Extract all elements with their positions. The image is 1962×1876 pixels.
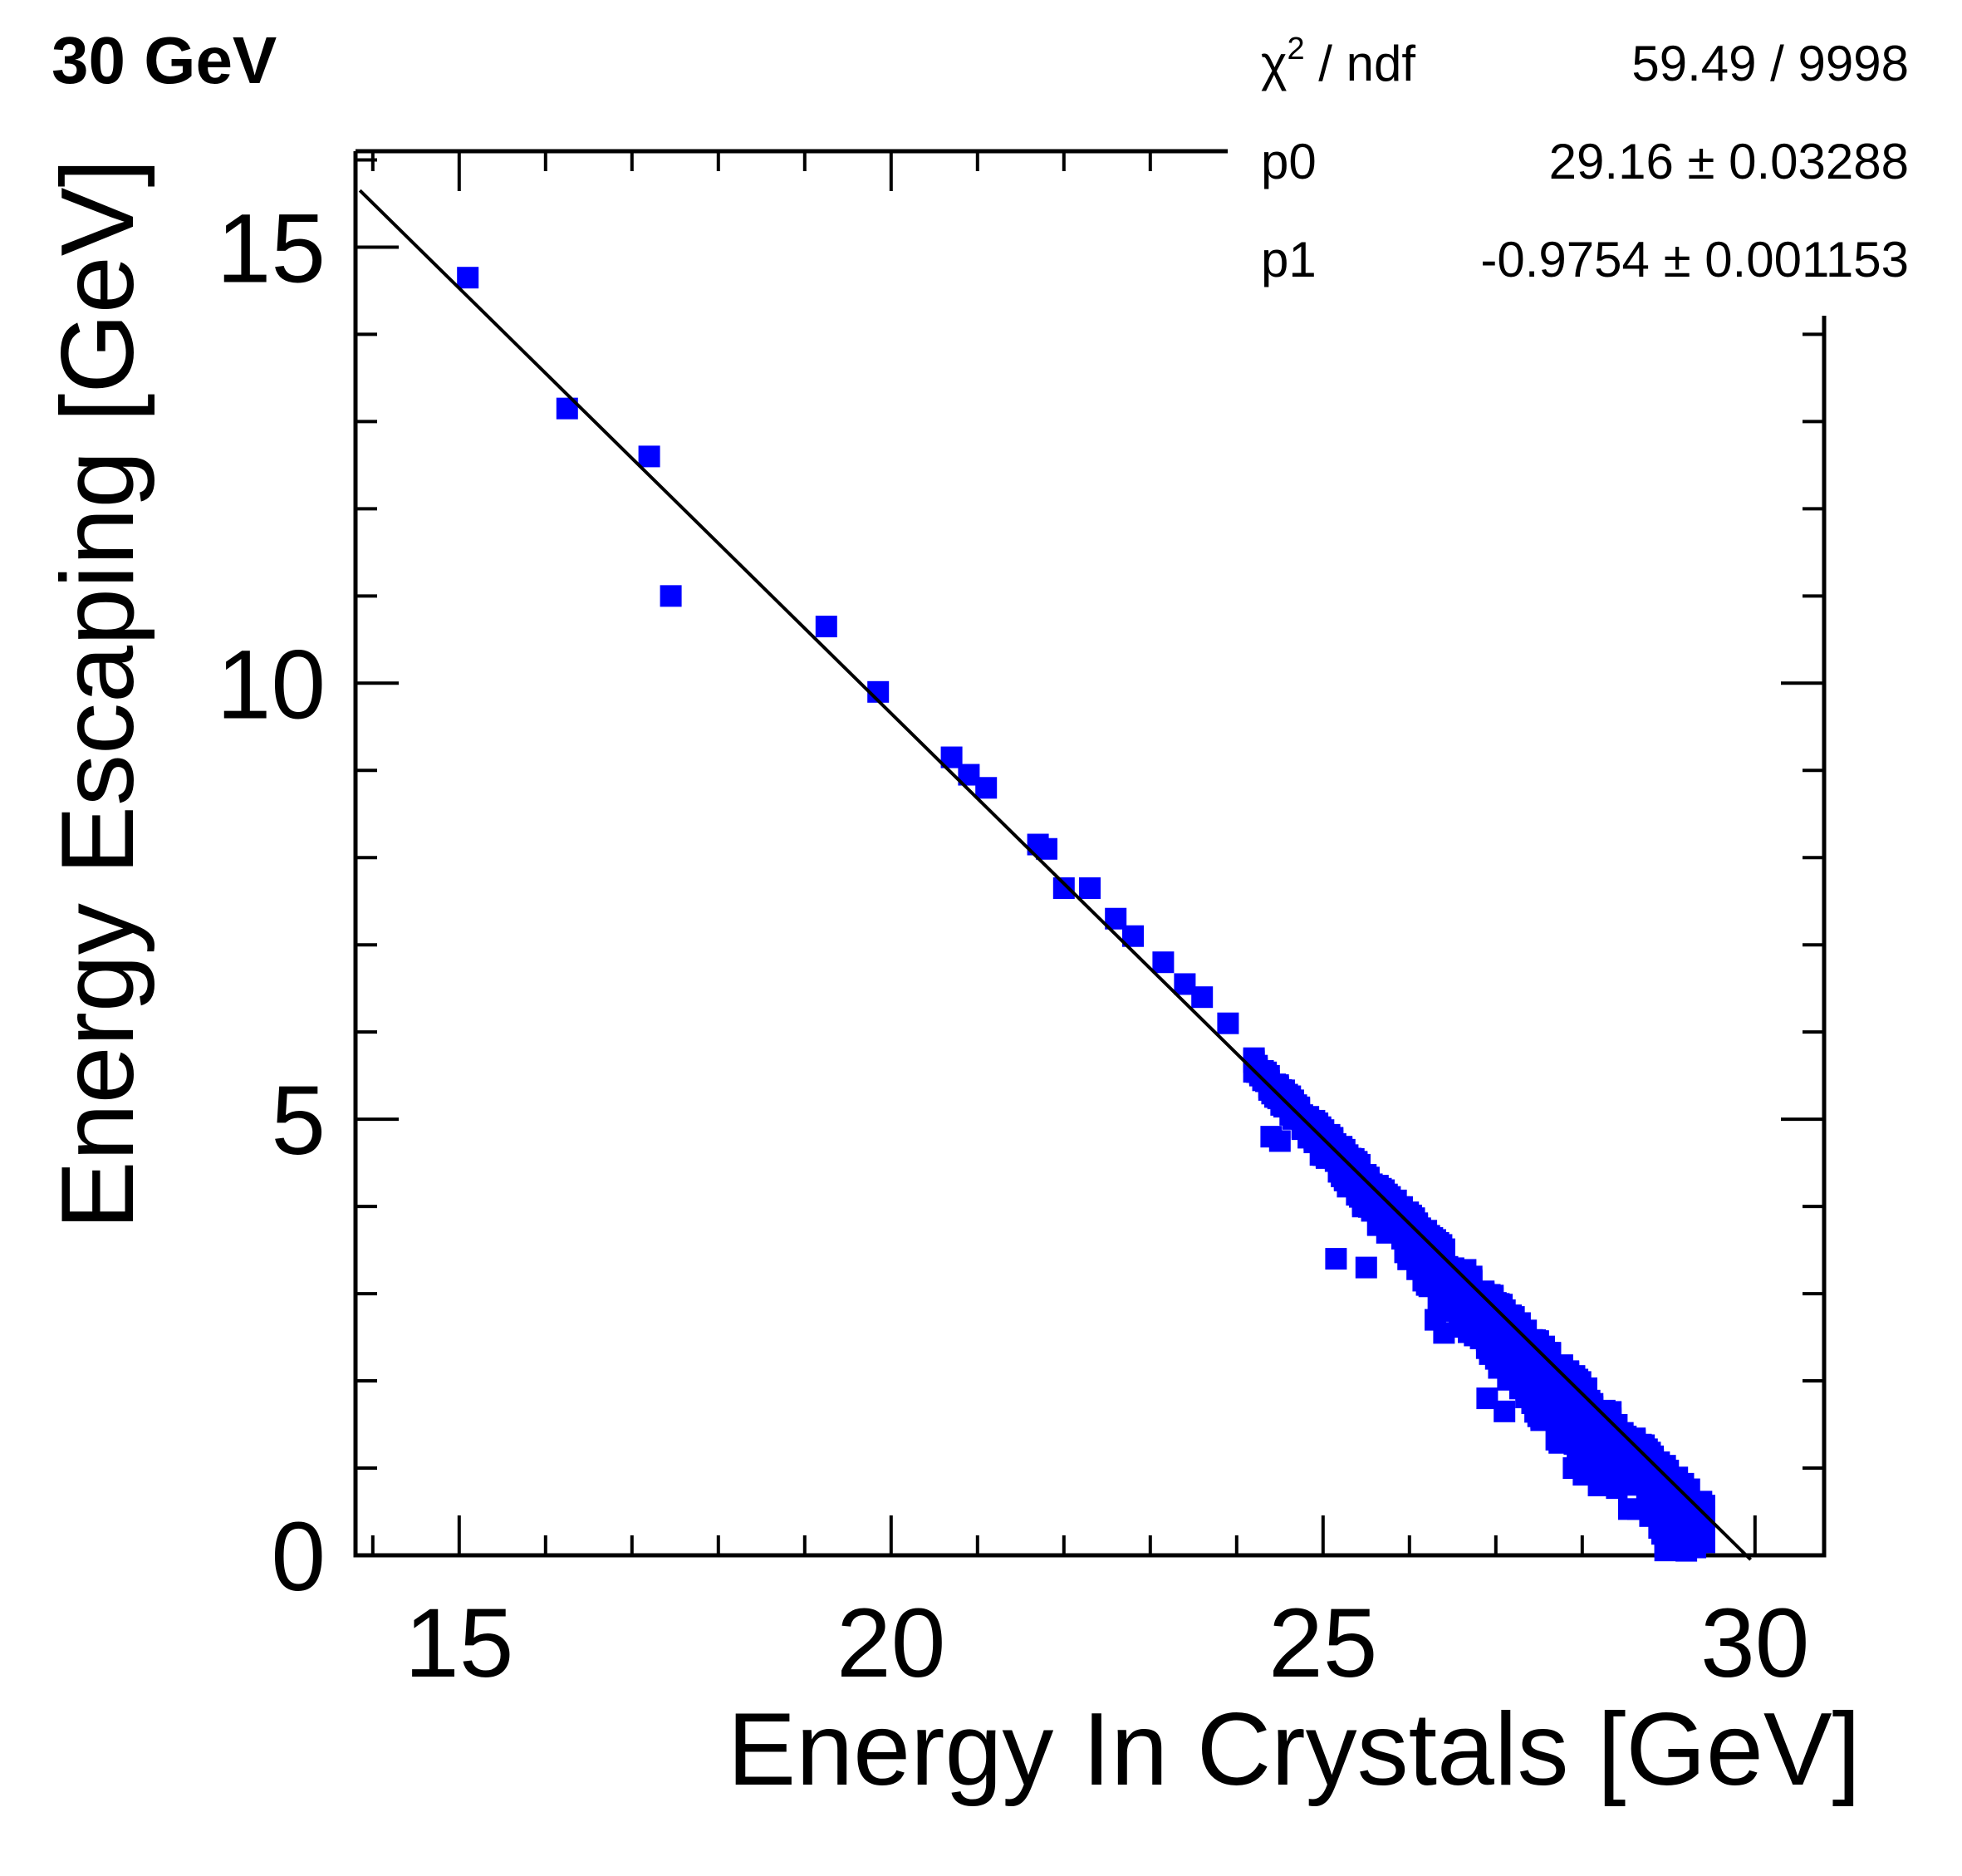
y-tick-label: 15 (217, 194, 326, 303)
data-point (1693, 1514, 1715, 1536)
data-point (1152, 951, 1175, 974)
y-tick-labels: 0 5 10 15 (217, 194, 326, 1612)
x-tick-labels: 15 20 25 30 (405, 1589, 1809, 1698)
fit-line (358, 189, 1753, 1561)
stat-chi2-value: 59.49 / 9998 (1631, 36, 1909, 91)
stat-p0-label: p0 (1261, 134, 1317, 189)
stat-p1-value: -0.9754 ± 0.001153 (1480, 232, 1909, 287)
data-point (1494, 1400, 1516, 1422)
y-axis-title: Energy Escaping [GeV] (41, 159, 155, 1230)
axis-ticks (356, 151, 1824, 1557)
y-tick-label: 0 (271, 1502, 326, 1612)
plot-title: 30 GeV (52, 23, 277, 97)
y-tick-label: 5 (271, 1066, 326, 1176)
stat-chi2-label: χ2 / ndf (1261, 32, 1415, 91)
x-tick-label: 15 (405, 1589, 513, 1698)
x-tick-label: 30 (1700, 1589, 1809, 1698)
frame-axes (353, 149, 1827, 1558)
y-tick-label: 10 (217, 630, 326, 739)
data-point (660, 585, 682, 607)
data-points (457, 267, 1715, 1562)
data-point (457, 267, 479, 289)
data-point (1191, 986, 1214, 1009)
data-point (1036, 837, 1057, 860)
data-point (638, 445, 660, 468)
x-tick-label: 20 (836, 1589, 945, 1698)
x-axis-title: Energy In Crystals [GeV] (728, 1692, 1861, 1807)
data-point (1325, 1248, 1347, 1270)
data-point (815, 616, 837, 638)
stats-box: χ2 / ndf 59.49 / 9998 p0 29.16 ± 0.03288… (1261, 32, 1909, 287)
x-tick-label: 25 (1268, 1589, 1377, 1698)
stat-p1-label: p1 (1261, 232, 1317, 287)
stats-box-bg (1228, 23, 1934, 316)
data-point (1052, 877, 1075, 899)
data-point (1268, 1130, 1291, 1152)
data-point (1217, 1012, 1239, 1034)
data-point (1079, 877, 1101, 899)
data-point (975, 777, 998, 799)
plot-frame (353, 149, 1827, 1558)
data-point (1355, 1256, 1377, 1279)
stat-p0-value: 29.16 ± 0.03288 (1549, 134, 1909, 189)
